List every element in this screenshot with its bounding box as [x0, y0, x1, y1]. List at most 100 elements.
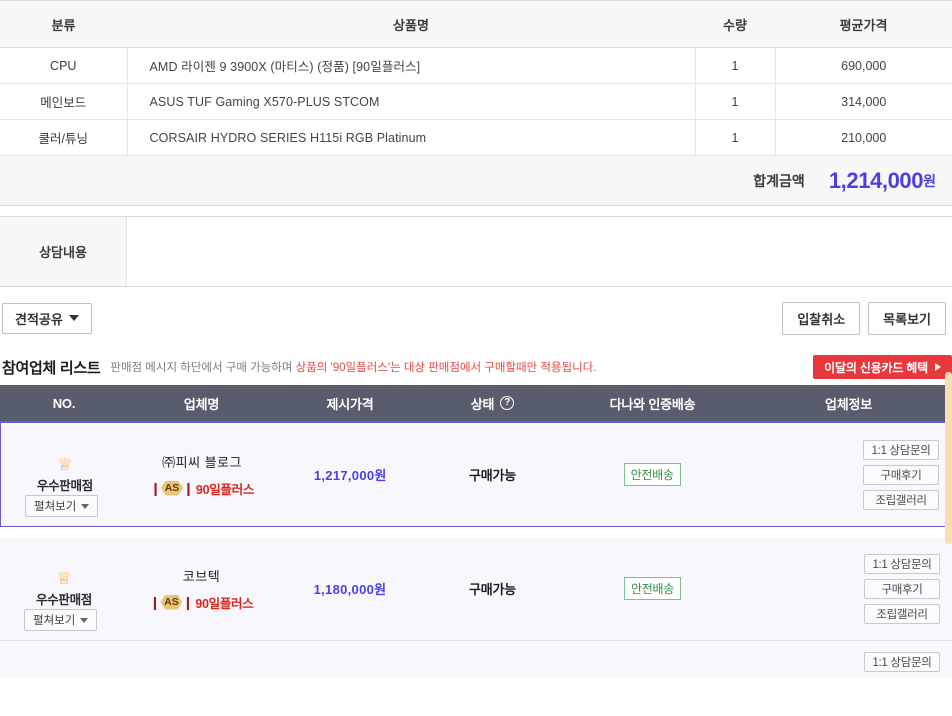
- spec-price: 690,000: [775, 47, 952, 84]
- vendor-list-note-highlight: 상품의 '90일플러스'는 대상 판매점에서 구매할때만 적용됩니다.: [295, 362, 597, 374]
- vendor-name-cell: 코브텍 ❙ AS ❙ 90일플러스: [128, 537, 275, 640]
- spec-category: CPU: [0, 47, 128, 84]
- vendor-inquiry-button[interactable]: 1:1 상담문의: [864, 553, 940, 574]
- vendor-row[interactable]: 1:1 상담문의: [0, 641, 952, 677]
- vendor-info-cell: 1:1 상담문의: [745, 641, 952, 677]
- vendor-col-price: 제시가격: [326, 396, 374, 412]
- expand-vendor-label: 펼쳐보기: [33, 615, 76, 627]
- vendor-price-cell: 1,180,000원: [275, 537, 425, 640]
- consultation-label: 상담내용: [0, 217, 127, 286]
- spec-product: AMD 라이젠 9 3900X (마티스) (정품) [90일플러스]: [127, 47, 695, 84]
- spec-col-product: 상품명: [127, 0, 695, 48]
- share-estimate-label: 견적공유: [15, 311, 63, 327]
- vendor-row[interactable]: ♕ 우수판매점 펼쳐보기 ㈜피씨 블로그 ❙ AS ❙ 90일플러스 1,217…: [0, 423, 952, 527]
- spec-category: 쿨러/튜닝: [0, 119, 128, 156]
- spec-price: 314,000: [775, 83, 952, 120]
- chevron-down-icon: [81, 503, 90, 509]
- vendor-state: 구매가능: [468, 468, 516, 483]
- spec-product: ASUS TUF Gaming X570-PLUS STCOM: [127, 83, 695, 120]
- vendor-reviews-button[interactable]: 구매후기: [863, 464, 940, 485]
- row-separator: [0, 527, 952, 537]
- crown-icon: ♕: [56, 568, 72, 588]
- expand-vendor-button[interactable]: 펼쳐보기: [25, 495, 99, 517]
- spec-product: CORSAIR HYDRO SERIES H115i RGB Platinum: [127, 119, 695, 156]
- crown-icon: ♕: [57, 454, 73, 474]
- share-estimate-button[interactable]: 견적공유: [2, 302, 92, 334]
- table-row: CPU AMD 라이젠 9 3900X (마티스) (정품) [90일플러스] …: [0, 47, 952, 84]
- as-plus-badge: ❙ AS ❙ 90일플러스: [150, 593, 254, 612]
- bracket-left-icon: ❙: [149, 594, 161, 610]
- vendor-rank-cell: ♕ 우수판매점 펼쳐보기: [1, 423, 129, 526]
- total-currency-unit: 원: [923, 172, 936, 189]
- as-hexagon-icon: AS: [160, 594, 183, 610]
- cancel-bid-button[interactable]: 입찰취소: [782, 301, 861, 335]
- spec-qty: 1: [694, 47, 776, 84]
- vendor-rank-label: 우수판매점: [36, 478, 93, 493]
- action-right-group: 입찰취소 목록보기: [782, 301, 950, 335]
- side-panel-edge: [945, 372, 952, 544]
- credit-card-benefit-label: 이달의 신용카드 혜택: [824, 360, 928, 375]
- action-button-row: 견적공유 입찰취소 목록보기: [0, 287, 952, 349]
- spec-qty: 1: [694, 83, 776, 120]
- vendor-reviews-button[interactable]: 구매후기: [864, 578, 940, 599]
- total-amount: 1,214,000: [828, 167, 924, 193]
- vendor-offer-price: 1,217,000원: [313, 468, 387, 483]
- vendor-inquiry-button[interactable]: 1:1 상담문의: [864, 652, 940, 672]
- bracket-left-icon: ❙: [150, 480, 162, 496]
- vendor-name[interactable]: ㈜피씨 블로그: [162, 454, 243, 470]
- vendor-list-heading: 참여업체 리스트 판매점 메시지 하단에서 구매 가능하며 상품의 '90일플러…: [0, 349, 952, 385]
- vendor-name-cell: [128, 641, 275, 677]
- as-hexagon-icon: AS: [161, 480, 184, 496]
- vendor-list-title: 참여업체 리스트: [2, 359, 101, 377]
- vendor-rank-cell: ♕ 우수판매점 펼쳐보기: [0, 537, 128, 640]
- vendor-state: 구매가능: [468, 582, 517, 597]
- as-plus-label: 90일플러스: [195, 482, 255, 497]
- table-row: 메인보드 ASUS TUF Gaming X570-PLUS STCOM 1 3…: [0, 83, 952, 120]
- vendor-table-header: NO. 업체명 제시가격 상태 ? 다나와 인증배송 업체정보: [0, 385, 952, 423]
- total-amount-bar: 합계금액 1,214,000 원: [0, 156, 952, 206]
- vendor-name[interactable]: 코브텍: [182, 568, 221, 584]
- arrow-right-icon: [935, 363, 941, 371]
- as-plus-badge: ❙ AS ❙ 90일플러스: [150, 479, 254, 498]
- vendor-col-shipping: 다나와 인증배송: [609, 396, 696, 412]
- expand-vendor-button[interactable]: 펼쳐보기: [24, 609, 98, 631]
- vendor-col-name: 업체명: [183, 396, 220, 412]
- vendor-gallery-button[interactable]: 조립갤러리: [864, 603, 940, 624]
- vendor-col-info: 업체정보: [824, 396, 873, 412]
- vendor-price-cell: [275, 641, 425, 677]
- vendor-state-cell: 구매가능: [425, 537, 560, 640]
- table-row: 쿨러/튜닝 CORSAIR HYDRO SERIES H115i RGB Pla…: [0, 119, 952, 156]
- spec-col-price: 평균가격: [775, 0, 952, 48]
- help-icon[interactable]: ?: [500, 396, 515, 410]
- vendor-inquiry-button[interactable]: 1:1 상담문의: [863, 439, 940, 460]
- vendor-shipping-cell: 안전배송: [560, 537, 745, 640]
- vendor-shipping-cell: 안전배송: [560, 423, 745, 526]
- vendor-info-cell: 1:1 상담문의 구매후기 조립갤러리: [744, 423, 951, 526]
- vendor-price-cell: 1,217,000원: [275, 423, 425, 526]
- vendor-col-state-label: 상태: [470, 396, 495, 412]
- consultation-body: [127, 217, 952, 286]
- safe-shipping-badge: 안전배송: [624, 577, 681, 600]
- vendor-info-cell: 1:1 상담문의 구매후기 조립갤러리: [745, 537, 952, 640]
- vendor-col-state: 상태 ?: [425, 394, 560, 413]
- view-list-button[interactable]: 목록보기: [868, 301, 946, 335]
- spec-header-row: 분류 상품명 수량 평균가격: [0, 0, 952, 48]
- safe-shipping-badge: 안전배송: [623, 463, 681, 486]
- spec-col-category: 분류: [0, 0, 127, 48]
- bracket-right-icon: ❙: [183, 480, 194, 496]
- vendor-state-cell: [425, 641, 560, 677]
- vendor-list-note-prefix: 판매점 메시지 하단에서 구매 가능하며: [110, 362, 296, 374]
- credit-card-benefit-badge[interactable]: 이달의 신용카드 혜택: [813, 355, 952, 379]
- vendor-list-note: 판매점 메시지 하단에서 구매 가능하며 상품의 '90일플러스'는 대상 판매…: [110, 359, 596, 375]
- total-label: 합계금액: [753, 172, 805, 189]
- vendor-name-cell: ㈜피씨 블로그 ❙ AS ❙ 90일플러스: [129, 423, 276, 526]
- vendor-offer-price: 1,180,000원: [313, 582, 387, 597]
- consultation-section: 상담내용: [0, 216, 952, 287]
- vendor-row[interactable]: ♕ 우수판매점 펼쳐보기 코브텍 ❙ AS ❙ 90일플러스 1,180,000…: [0, 537, 952, 641]
- vendor-gallery-button[interactable]: 조립갤러리: [863, 489, 940, 510]
- spec-category: 메인보드: [0, 83, 128, 120]
- spec-price: 210,000: [775, 119, 952, 156]
- chevron-down-icon: [80, 617, 89, 623]
- estimate-spec-table: 분류 상품명 수량 평균가격 CPU AMD 라이젠 9 3900X (마티스)…: [0, 0, 952, 156]
